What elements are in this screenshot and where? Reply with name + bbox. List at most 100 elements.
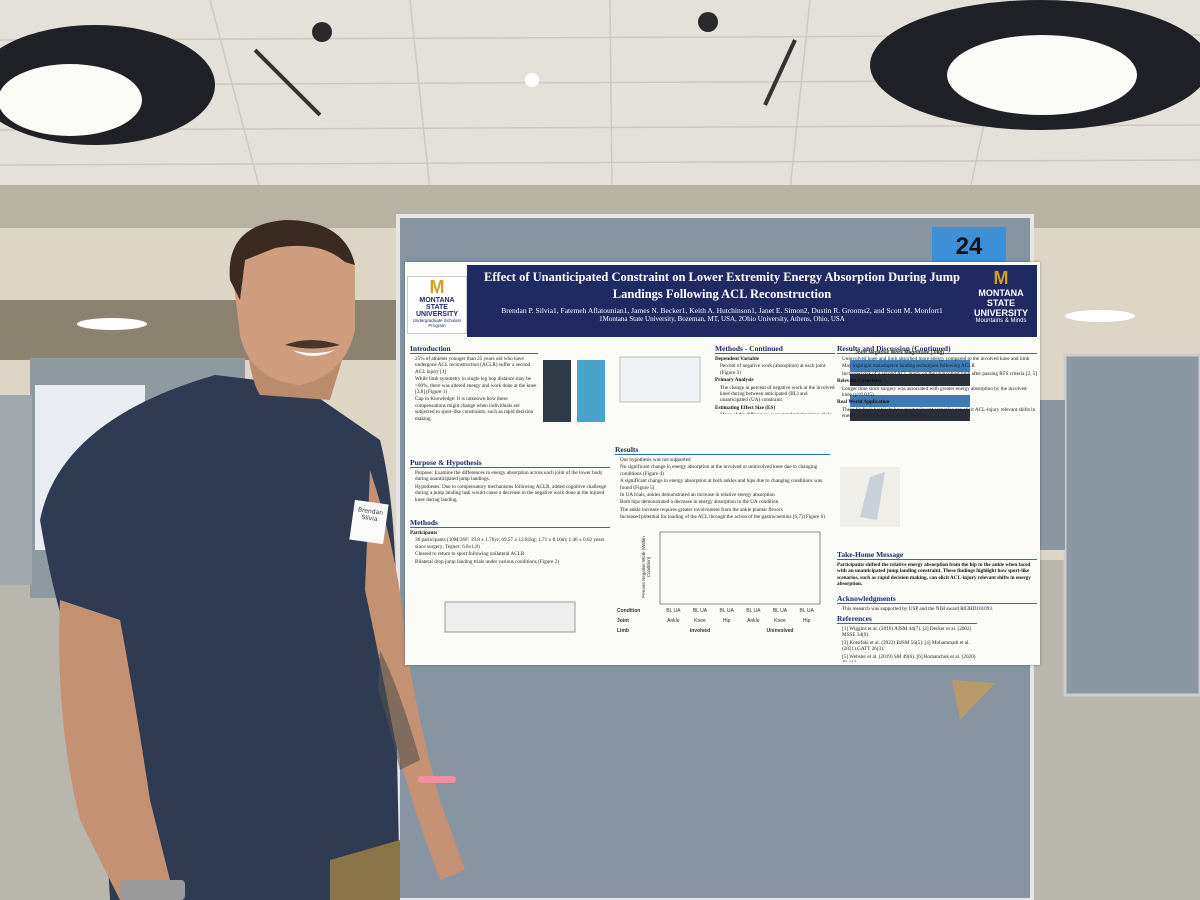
figure-row-label: Joint (617, 618, 629, 624)
watch (120, 880, 185, 900)
logo-left: M MONTANA STATE UNIVERSITY Undergraduate… (407, 276, 467, 334)
poster-section: References [1] Wiggins et al. (2016) AJSM… (837, 614, 977, 662)
figure-1-bar (543, 360, 571, 422)
figure-title: Joint Negative Work Magnitude (J/kg) (855, 350, 945, 356)
section-text: Percent of negative work (absorption) at… (720, 363, 826, 376)
figure-joint-label: Hip (802, 618, 811, 624)
poster-affiliations: 1Montana State University, Bozeman, MT, … (599, 315, 845, 323)
section-text: The change in percent of negative work a… (720, 384, 835, 404)
section-text: Both hips demonstrated a decrease in ene… (620, 499, 779, 506)
section-heading: Acknowledgments (837, 594, 1037, 604)
section-text: [5] Webster et al. (2019) SM 49(6). [6] … (842, 653, 976, 662)
figure-condition-label: BL UA (666, 608, 681, 614)
arm (59, 600, 175, 900)
figure-condition-label: BL UA (692, 608, 708, 614)
section-heading: Results (615, 445, 830, 455)
downlight (525, 73, 539, 87)
section-heading: Methods - Continued (715, 344, 835, 354)
section-text: [3] Kotsifaki et al. (2022) BJSM 56(5). … (842, 639, 970, 653)
section-heading: Methods (410, 518, 610, 528)
logo-right: M MONTANA STATE UNIVERSITY Mountains & M… (965, 268, 1037, 324)
figure-condition-label: BL UA (719, 608, 734, 614)
section-text: Our hypothesis was not supported (620, 457, 691, 463)
camera (698, 12, 718, 32)
figure-2 (444, 601, 576, 633)
figure-condition-label: BL UA (772, 608, 788, 614)
section-text: This research was supported by USP and t… (842, 606, 994, 612)
poster-section: Take-Home Message Participants shifted th… (837, 550, 1037, 592)
section-text: While limb symmetry in single leg hop di… (415, 376, 537, 396)
background-board (1063, 353, 1200, 697)
section-heading: Results and Discussion (Continued) (837, 344, 1037, 354)
tattoo (378, 650, 420, 770)
logo-mark: M (993, 268, 1009, 288)
board-clip (952, 680, 995, 720)
figure-condition-label: BL UA (746, 608, 761, 614)
vent (763, 39, 797, 106)
background-board (1040, 400, 1065, 550)
mustache (285, 340, 340, 349)
figure-axis-label: Percent Negative Work (Within Condition) (641, 536, 651, 598)
section-text: No significant change in energy absorpti… (620, 464, 818, 477)
hair (229, 220, 355, 300)
title-bar: Effect of Unanticipated Constraint on Lo… (467, 265, 1037, 337)
light (1065, 310, 1135, 322)
section-text: Purpose: Examine the differences in ener… (415, 470, 603, 483)
wristband (418, 776, 456, 783)
logo-name: MONTANA STATE UNIVERSITY (973, 288, 1028, 318)
section-text: Cleared to return to sport following uni… (415, 551, 525, 558)
poster-section: Methods - Continued Dependent Variable Per… (715, 344, 835, 414)
light (947, 35, 1137, 115)
poster-section: Results and Discussion (Continued) Uninvo… (837, 344, 1037, 544)
figure-1-bar (577, 360, 605, 422)
figure-joint-label: Ankle (747, 618, 760, 624)
section-text: These findings highlight how sport-relev… (842, 406, 1036, 420)
section-text: Real World Application (837, 399, 890, 406)
section-text: A significant change in energy absorptio… (620, 478, 823, 491)
section-text: May highlight maladaptive landing techni… (842, 363, 975, 370)
camera (312, 22, 332, 42)
section-heading: References (837, 614, 977, 624)
figure-condition-label: BL UA (799, 608, 814, 614)
section-text: Bilateral drop jump landing trials under… (415, 558, 559, 565)
section-text: 36 participants (10M/26F; 19.8 ± 1.76yr;… (415, 537, 605, 550)
section-text: Estimating Effect Size (ES) (715, 404, 776, 411)
section-text: Uninvolved knee and limb absorbed more e… (842, 356, 1030, 362)
figure-3 (619, 356, 701, 403)
booth-number: 24 (932, 227, 1006, 263)
arm (365, 470, 465, 880)
pants (330, 840, 400, 900)
figure-joint-label: Hip (722, 618, 731, 624)
section-text: Dependent Variable (715, 356, 759, 362)
figure-row-label: Condition (617, 608, 641, 614)
section-text: 25% of athletes younger than 25 years ol… (415, 356, 531, 375)
section-heading: Introduction (410, 344, 538, 354)
poster: M MONTANA STATE UNIVERSITY Undergraduate… (405, 262, 1040, 665)
poster-section: Purpose & Hypothesis Purpose: Examine the… (410, 458, 610, 514)
section-text: Increased potential for loading of the A… (620, 514, 825, 521)
poster-section: Results Our hypothesis was not supported N… (615, 445, 830, 530)
section-text: Hypotheses: Due to compensatory mechanis… (415, 483, 607, 503)
light (77, 318, 147, 330)
figure-row-label: Limb (617, 628, 629, 634)
section-text: Participants shifted the relative energy… (837, 562, 1031, 588)
figure-joint-label: Knee (694, 618, 706, 624)
logo-name: MONTANA STATE UNIVERSITY (415, 297, 458, 318)
section-text: Gap in Knowledge: It is unknown how thes… (415, 396, 534, 422)
poster-authors: Brendan P. Silvia1, Fatemeh Aflatounian1… (501, 306, 943, 315)
section-heading: Purpose & Hypothesis (410, 458, 610, 468)
section-text: Primary Analysis (715, 377, 754, 384)
poster-section: Introduction 25% of athletes younger than… (410, 344, 538, 454)
poster-section: Methods Participants 36 participants (10M/… (410, 518, 610, 598)
logo-program: Undergraduate Scholars Program (412, 318, 462, 328)
light (0, 64, 142, 136)
smile (292, 350, 335, 356)
logo-tagline: Mountains & Minds (975, 318, 1027, 324)
poster-title: Effect of Unanticipated Constraint on Lo… (484, 270, 960, 301)
name-tag: Brendan Silvia (349, 499, 389, 545)
figure-joint-label: Ankle (667, 618, 680, 624)
section-heading: Take-Home Message (837, 550, 1037, 560)
background-board (0, 395, 32, 585)
figure-4-frame (659, 531, 821, 605)
